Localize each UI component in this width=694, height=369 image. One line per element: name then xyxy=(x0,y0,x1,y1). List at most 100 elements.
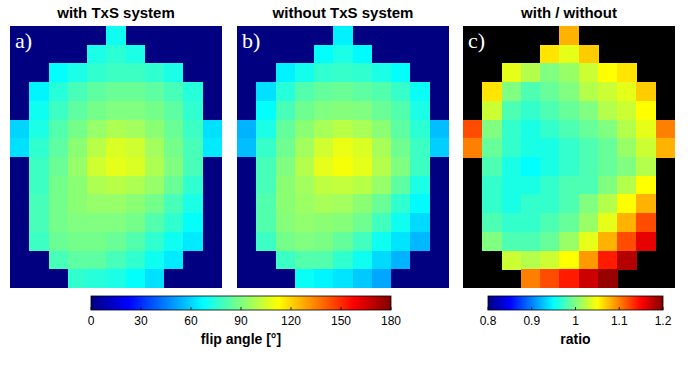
colorbar-tick-label: 1 xyxy=(572,314,579,328)
cell xyxy=(617,138,637,157)
cell xyxy=(314,82,334,101)
cell xyxy=(333,63,353,82)
panel-background xyxy=(463,26,675,288)
cell xyxy=(579,101,599,120)
cell xyxy=(430,82,449,101)
cell xyxy=(482,232,502,251)
cell xyxy=(314,120,334,139)
cell xyxy=(256,63,276,82)
cell xyxy=(29,45,49,64)
cell xyxy=(410,138,430,157)
cell xyxy=(353,45,373,64)
colorbar-tick xyxy=(531,307,532,310)
cell xyxy=(126,45,146,64)
cell xyxy=(333,26,353,45)
cell xyxy=(521,176,541,195)
cell xyxy=(183,45,203,64)
cell xyxy=(49,26,69,45)
cell xyxy=(598,63,618,82)
cell xyxy=(183,26,203,45)
cell xyxy=(372,138,392,157)
cell xyxy=(410,269,430,288)
cell xyxy=(276,45,296,64)
cell xyxy=(106,138,126,157)
cell xyxy=(49,82,69,101)
cell xyxy=(502,63,522,82)
cell xyxy=(183,232,203,251)
cell xyxy=(430,269,449,288)
cell xyxy=(87,45,107,64)
cell xyxy=(295,63,315,82)
cell xyxy=(126,269,146,288)
cell xyxy=(276,82,296,101)
cell xyxy=(68,26,88,45)
cell xyxy=(372,232,392,251)
cell xyxy=(656,138,675,157)
cell xyxy=(521,138,541,157)
cell xyxy=(430,138,449,157)
cell xyxy=(410,157,430,176)
colorbar-tick xyxy=(141,307,142,310)
colorbar-tick-label: 60 xyxy=(184,314,198,328)
cell xyxy=(372,82,392,101)
cell xyxy=(295,82,315,101)
cell xyxy=(183,120,203,139)
cell xyxy=(463,138,483,157)
cell xyxy=(237,82,257,101)
cell xyxy=(540,194,560,213)
cell xyxy=(579,194,599,213)
cell xyxy=(598,176,618,195)
cell xyxy=(314,26,334,45)
cell xyxy=(126,101,146,120)
cells xyxy=(463,26,675,288)
cell xyxy=(164,63,184,82)
cell xyxy=(617,176,637,195)
cell xyxy=(295,26,315,45)
cell xyxy=(164,101,184,120)
cell xyxy=(87,251,107,270)
cell xyxy=(106,45,126,64)
cell xyxy=(598,138,618,157)
cell xyxy=(314,269,334,288)
cell xyxy=(430,120,449,139)
cell xyxy=(126,63,146,82)
cell xyxy=(29,138,49,157)
cell xyxy=(10,194,30,213)
cell xyxy=(145,82,165,101)
cell xyxy=(502,251,522,270)
cell xyxy=(521,63,541,82)
cell xyxy=(145,213,165,232)
cell xyxy=(598,120,618,139)
cell xyxy=(164,157,184,176)
cell xyxy=(87,120,107,139)
cell xyxy=(237,101,257,120)
cell xyxy=(372,45,392,64)
cell xyxy=(256,232,276,251)
cell xyxy=(68,232,88,251)
cell xyxy=(29,232,49,251)
cell xyxy=(10,213,30,232)
cell xyxy=(559,194,579,213)
cell xyxy=(521,213,541,232)
cell xyxy=(333,157,353,176)
cell xyxy=(391,194,411,213)
cell xyxy=(237,213,257,232)
cell xyxy=(49,194,69,213)
cell xyxy=(372,213,392,232)
panel-title: with / without xyxy=(520,4,617,21)
cell xyxy=(237,120,257,139)
cell xyxy=(295,138,315,157)
cell xyxy=(540,101,560,120)
cell xyxy=(391,269,411,288)
cell xyxy=(372,176,392,195)
cell xyxy=(49,251,69,270)
cell xyxy=(391,138,411,157)
cell xyxy=(183,101,203,120)
cell xyxy=(598,251,618,270)
cell xyxy=(314,101,334,120)
cell xyxy=(430,157,449,176)
cell xyxy=(391,176,411,195)
cell xyxy=(482,120,502,139)
cell xyxy=(540,251,560,270)
cell xyxy=(502,157,522,176)
